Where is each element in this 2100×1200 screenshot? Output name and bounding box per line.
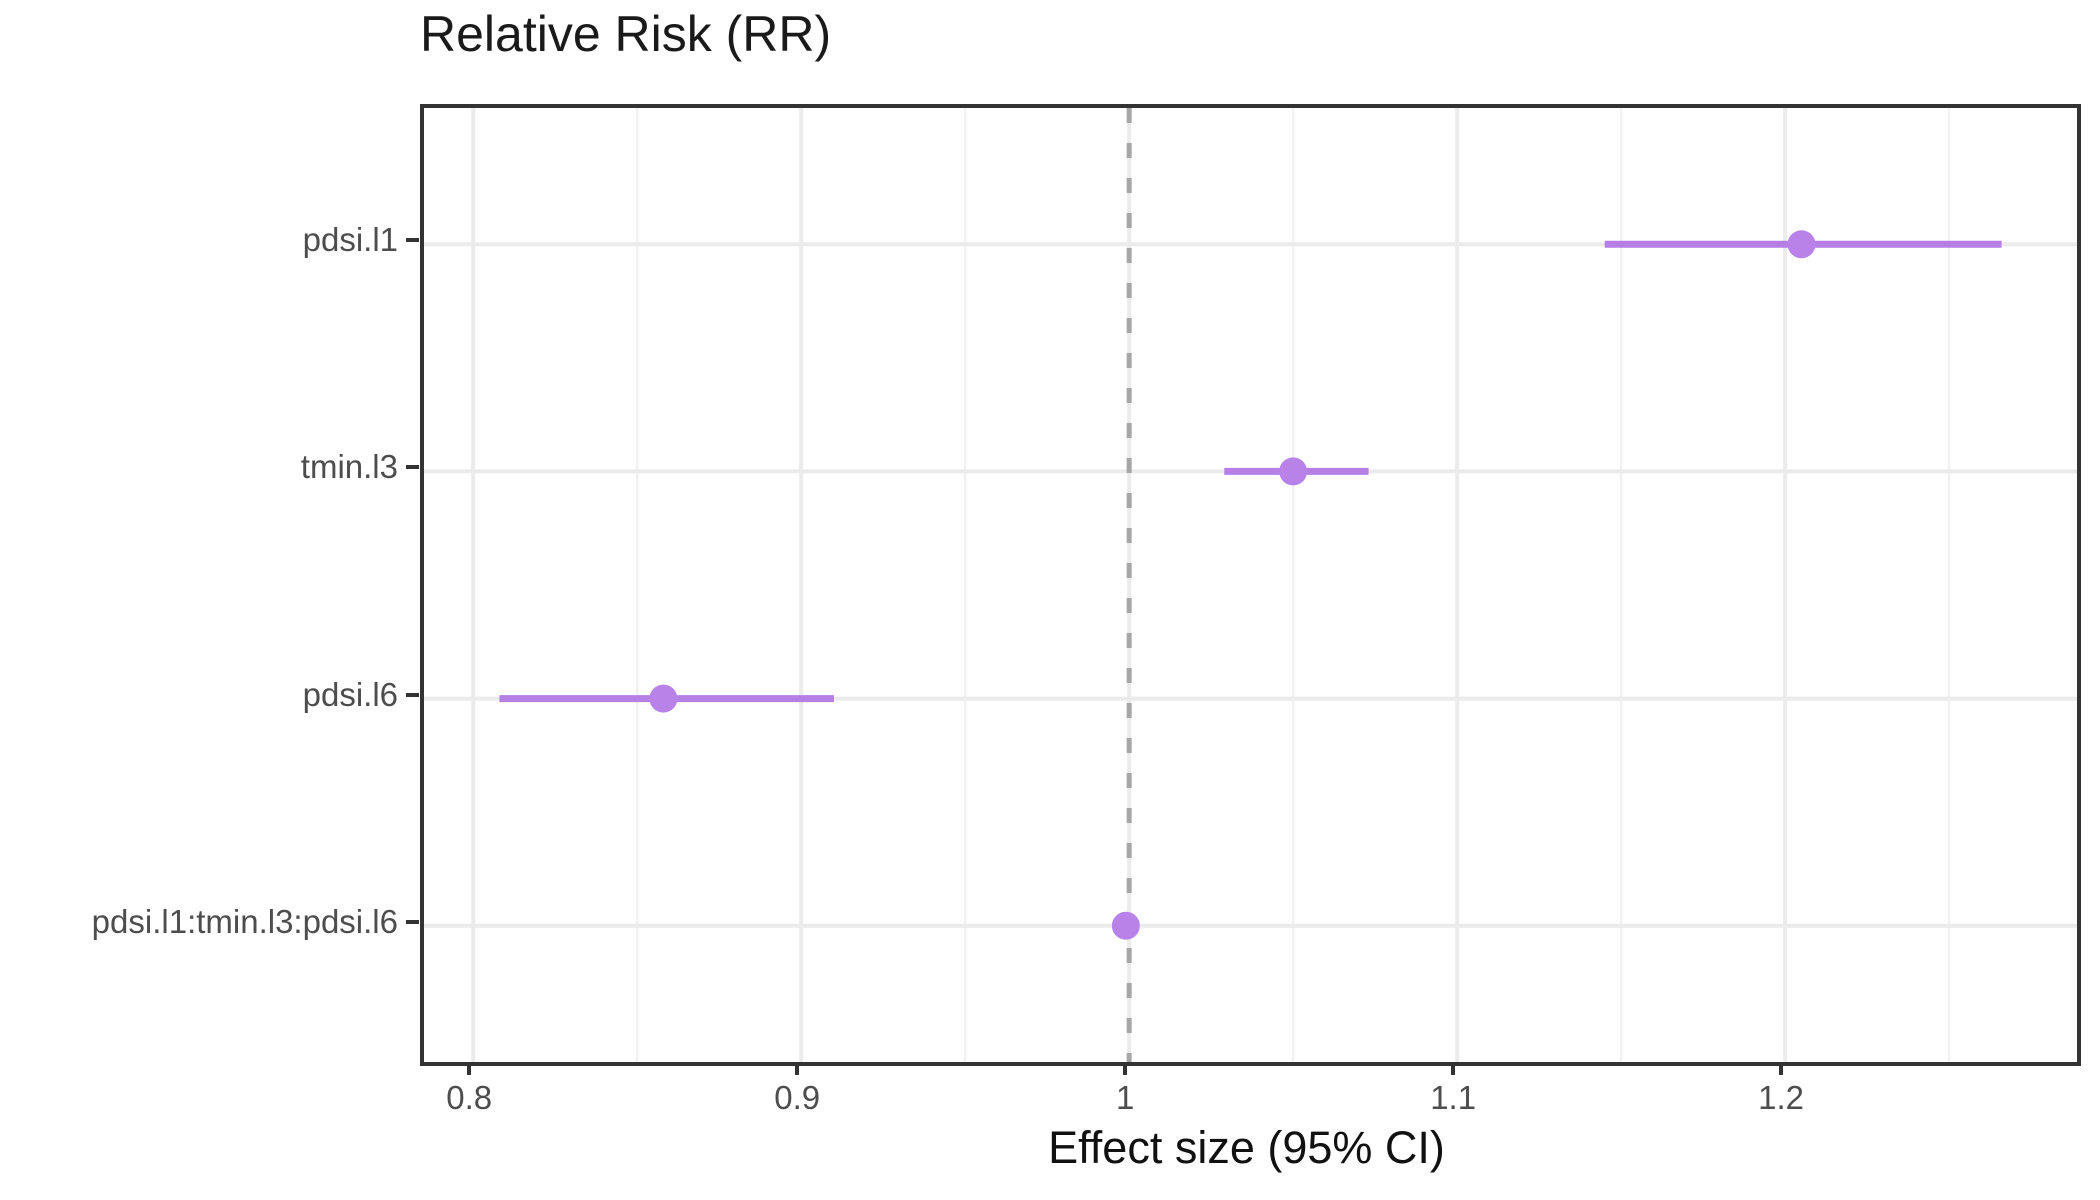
x-axis-tick-label: 0.9 xyxy=(774,1079,821,1116)
y-axis-label: tmin.l3 xyxy=(300,448,398,486)
x-axis-tick xyxy=(467,1062,472,1075)
plot-panel xyxy=(420,104,2081,1066)
y-axis-label: pdsi.l1 xyxy=(302,221,398,259)
x-axis-title: Effect size (95% CI) xyxy=(1048,1122,1445,1173)
point-estimate xyxy=(649,684,678,713)
y-axis-tick xyxy=(406,465,419,470)
point-estimate xyxy=(1787,230,1816,259)
x-axis-tick-label: 0.8 xyxy=(446,1079,493,1116)
y-axis-label: pdsi.l1:tmin.l3:pdsi.l6 xyxy=(91,902,398,940)
x-axis-tick-label: 1 xyxy=(1115,1079,1135,1116)
x-axis-tick xyxy=(795,1062,800,1075)
y-axis-tick xyxy=(406,919,419,924)
chart-title: Relative Risk (RR) xyxy=(420,6,832,62)
x-axis-tick xyxy=(1451,1062,1456,1075)
x-axis-tick xyxy=(1123,1062,1128,1075)
plot-area-svg xyxy=(424,108,2077,1062)
point-estimate xyxy=(1279,457,1308,486)
x-axis-tick-label: 1.2 xyxy=(1758,1079,1805,1116)
y-axis-tick xyxy=(406,692,419,697)
y-axis-label: pdsi.l6 xyxy=(302,675,398,713)
point-estimate xyxy=(1111,911,1140,940)
x-axis-tick-label: 1.1 xyxy=(1430,1079,1477,1116)
y-axis-tick xyxy=(406,238,419,243)
x-axis-tick xyxy=(1779,1062,1784,1075)
